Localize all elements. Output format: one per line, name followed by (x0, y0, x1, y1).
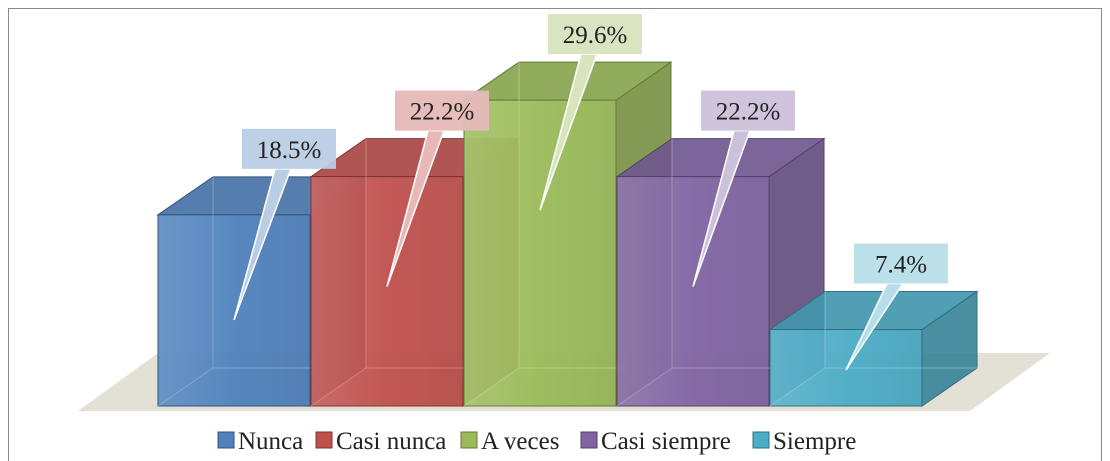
svg-text:22.2%: 22.2% (410, 99, 475, 126)
data-label-nunca: 18.5% (233, 128, 336, 321)
data-label-siempre: 7.4% (845, 243, 948, 371)
svg-text:7.4%: 7.4% (875, 252, 927, 279)
legend-item-a-veces: A veces (460, 428, 559, 455)
svg-text:22.2%: 22.2% (716, 99, 781, 126)
data-label-casi-siempre: 22.2% (692, 90, 795, 287)
svg-text:Siempre: Siempre (773, 428, 856, 455)
svg-text:A veces: A veces (481, 428, 559, 455)
svg-text:Casi siempre: Casi siempre (601, 428, 731, 455)
svg-text:29.6%: 29.6% (563, 22, 628, 49)
bar-siempre (768, 290, 979, 407)
legend-item-casi-nunca: Casi nunca (315, 428, 446, 455)
data-label-casi-nunca: 22.2% (386, 90, 489, 287)
svg-text:18.5%: 18.5% (257, 137, 322, 164)
svg-text:Casi nunca: Casi nunca (336, 428, 446, 455)
data-label-a-veces: 29.6% (539, 14, 642, 211)
legend-item-casi-siempre: Casi siempre (580, 428, 731, 455)
svg-text:Nunca: Nunca (238, 428, 303, 455)
legend-item-siempre: Siempre (752, 428, 856, 455)
legend-item-nunca: Nunca (217, 428, 303, 455)
